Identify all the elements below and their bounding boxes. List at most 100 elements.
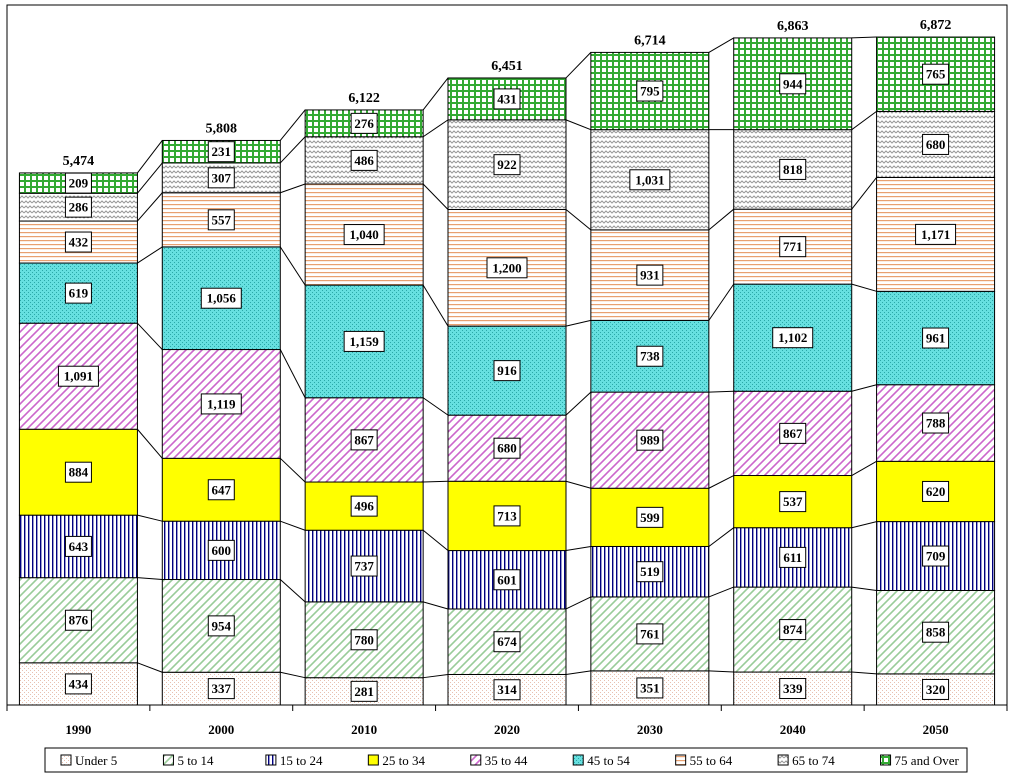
data-label-box [636,80,664,102]
data-label: 619 [69,286,89,301]
connector-line [565,480,591,489]
data-label: 307 [212,170,232,185]
data-label-box [922,545,950,567]
data-label-box [636,677,664,699]
total-label: 6,714 [634,33,666,48]
connector-line [279,246,306,286]
data-label-box [493,154,521,176]
data-label-box [493,679,521,701]
data-label-box [493,569,521,591]
data-label-box [207,539,235,561]
data-label-box [64,673,92,695]
data-label: 620 [926,484,946,499]
connector-line [565,52,592,79]
data-label: 1,040 [350,227,379,242]
data-label-box [922,133,950,155]
bar-15-to-24-2020 [447,550,567,610]
connector-line [565,209,592,231]
data-label-box [779,422,807,444]
data-label-box [779,546,807,568]
data-label: 818 [783,162,803,177]
data-label-box [350,429,378,451]
legend-label-65-to-74: 65 to 74 [792,753,835,768]
data-label-box [57,365,99,387]
data-label-box [636,345,664,367]
data-label: 788 [926,416,946,431]
bar-55-to-64-2010 [304,183,424,286]
connector-line [708,670,734,673]
data-label-box [922,63,950,85]
data-label: 1,119 [207,396,236,411]
data-label: 922 [497,157,517,172]
connector-line [708,527,735,547]
connector-line [851,384,877,392]
data-label-box [493,505,521,527]
data-label-box [207,615,235,637]
connector-line [565,545,591,552]
data-label-box [779,158,807,180]
data-label-box [350,112,378,134]
total-label: 5,474 [63,154,95,169]
data-label: 431 [497,91,517,106]
connector-line [279,109,306,141]
connector-line [279,136,306,164]
data-label-box [779,491,807,513]
connector-line [137,192,163,222]
data-label: 931 [640,268,660,283]
data-label-box [636,264,664,286]
connector-line [422,183,449,210]
data-label: 432 [69,235,89,250]
data-label: 680 [926,137,946,152]
data-label-box [64,609,92,631]
connector-lines [137,36,877,679]
connector-line [565,670,591,675]
data-label: 858 [926,625,946,640]
data-label: 738 [640,349,660,364]
connector-line [851,460,877,476]
data-label-box [64,172,92,194]
x-tick-label: 2050 [923,722,949,737]
x-axis: 1990 2000 2010 2020 2030 2040 2050 [6,705,1008,737]
connector-line [708,283,735,321]
data-label: 944 [783,76,803,91]
data-label: 519 [640,564,660,579]
connector-line [137,140,163,174]
legend-label-55-to-64: 55 to 64 [690,753,733,768]
connector-line [851,110,877,131]
data-label: 600 [212,543,232,558]
connector-line [137,246,163,264]
data-label-box [493,437,521,459]
data-label: 611 [783,550,802,565]
data-label-box [922,678,950,700]
x-tick-label: 2020 [494,722,520,737]
data-label-box [350,680,378,702]
data-label-box [779,73,807,95]
data-label: 276 [354,116,374,131]
legend-label-5-to-14: 5 to 14 [177,753,214,768]
data-label-box [207,167,235,189]
legend-swatch-under-5 [60,754,72,766]
data-label-box [915,223,957,245]
connector-line [565,319,591,327]
total-label: 6,122 [348,91,380,106]
data-label: 867 [354,432,374,447]
data-label-box [636,429,664,451]
connector-line [708,475,734,489]
data-label-box [207,209,235,231]
data-label: 989 [640,433,660,448]
connector-line [422,284,449,327]
data-label: 537 [783,494,803,509]
x-tick-label: 2010 [351,722,377,737]
data-label: 351 [640,680,660,695]
legend-swatch-55-to-64 [675,754,687,766]
data-label: 765 [926,67,946,82]
data-label: 795 [640,84,660,99]
data-label: 884 [69,465,89,480]
connector-line [137,162,163,194]
data-label-box [64,231,92,253]
connector-line [423,601,449,610]
connector-line [708,586,734,598]
data-label: 876 [69,613,89,628]
connector-line [851,283,877,292]
data-label: 599 [640,510,660,525]
